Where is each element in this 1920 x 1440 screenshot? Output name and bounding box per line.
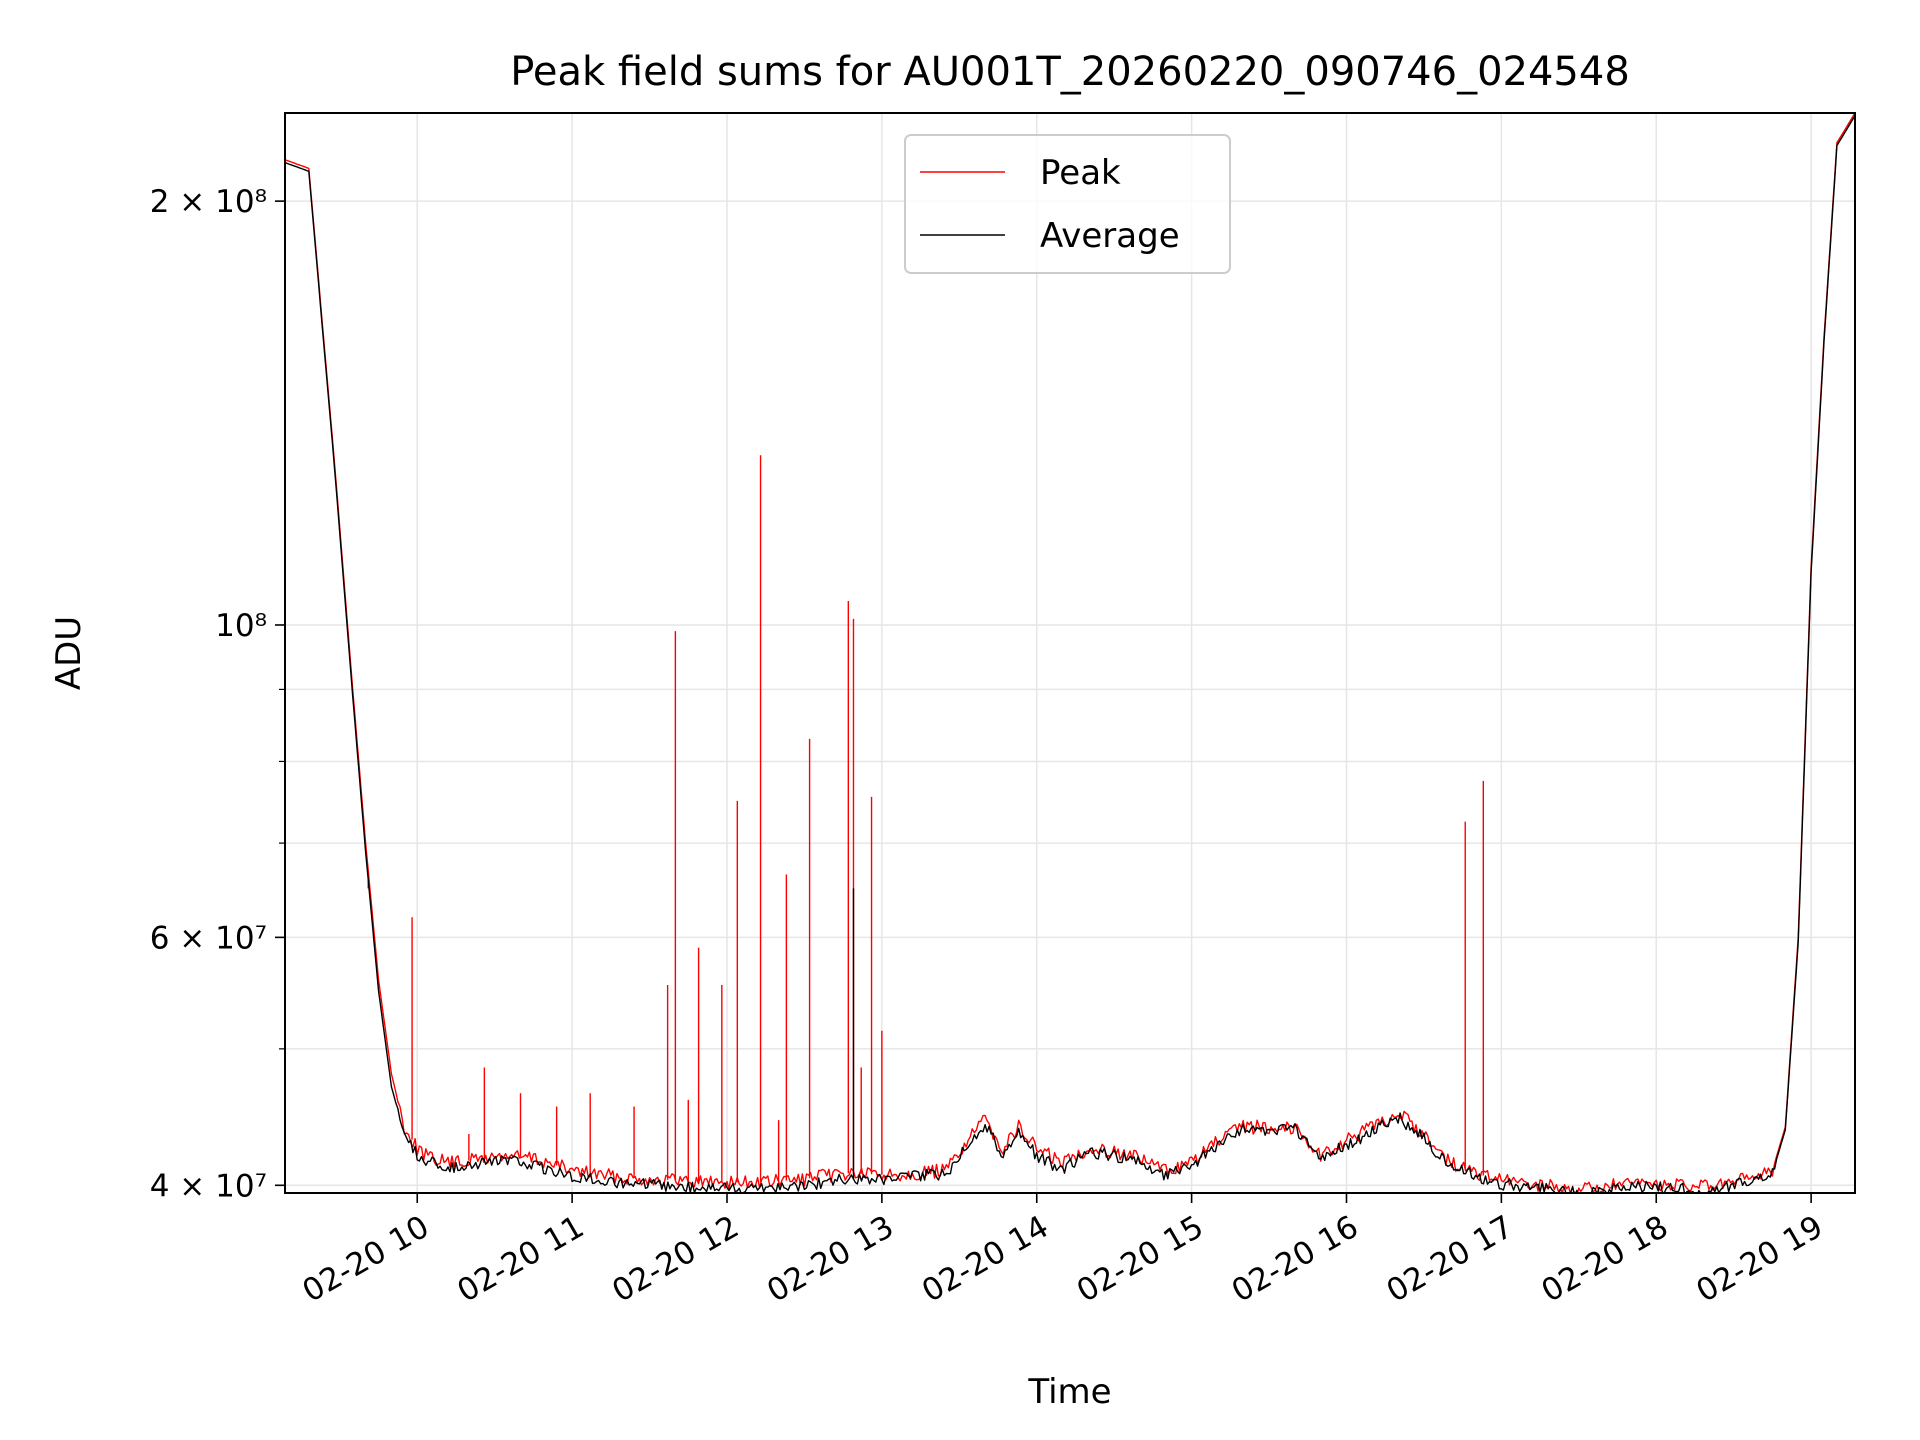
series-line-peak [285, 113, 1855, 1193]
x-axis-label: Time [1027, 1372, 1111, 1412]
y-tick-label: 10⁸ [215, 608, 267, 644]
y-tick-label: 4 × 10⁷ [150, 1168, 267, 1204]
y-axis-label: ADU [49, 616, 89, 690]
grid-lines [285, 113, 1855, 1193]
chart-title: Peak field sums for AU001T_20260220_0907… [510, 49, 1630, 95]
legend: Peak Average [904, 134, 1231, 274]
y-tick-label: 6 × 10⁷ [150, 920, 267, 956]
y-tick-label: 2 × 10⁸ [150, 184, 267, 220]
plot-series [285, 113, 1855, 1193]
legend-label-peak: Peak [1040, 153, 1121, 193]
series-line-average [285, 115, 1855, 1193]
legend-label-average: Average [1040, 216, 1180, 256]
legend-box [904, 134, 1231, 274]
axes-frame [284, 112, 1856, 1194]
series-average [285, 115, 1855, 1193]
